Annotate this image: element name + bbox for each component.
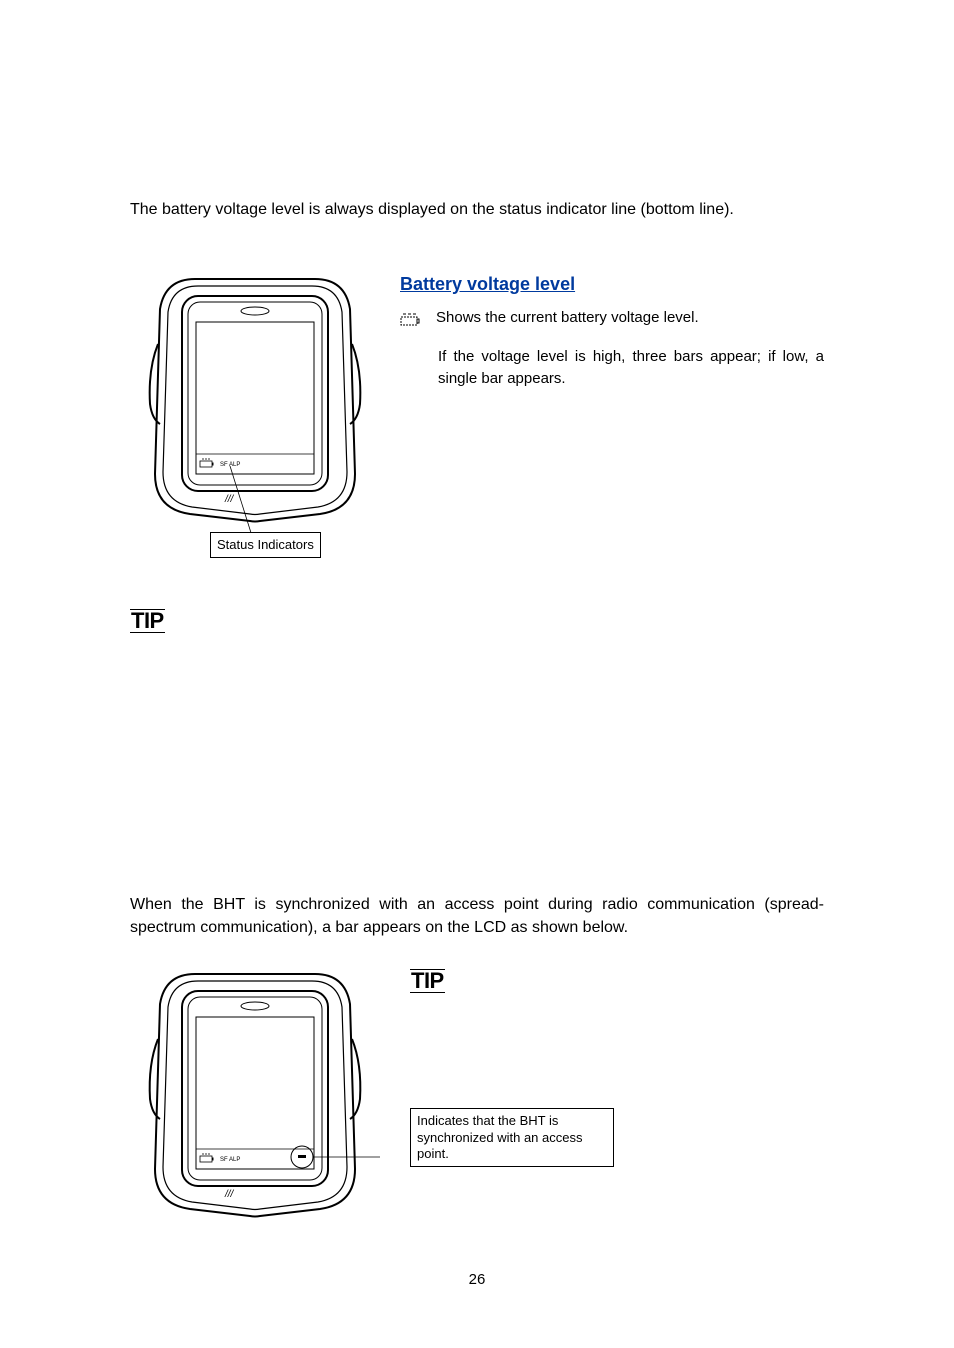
- tip-icon-1: TIP: [130, 609, 165, 633]
- device-figure-1: SF ALP /// Status Indicators: [130, 274, 380, 569]
- page: The battery voltage level is always disp…: [0, 0, 954, 1348]
- section-sync-row: SF ALP /// TIP Indicates that the BHT is…: [130, 969, 824, 1234]
- battery-line1-text: Shows the current battery voltage level.: [436, 309, 699, 326]
- sync-right-column: TIP Indicates that the BHT is synchroniz…: [410, 969, 824, 1167]
- section-battery-row: SF ALP /// Status Indicators Battery vol…: [130, 274, 824, 569]
- heading-battery-voltage: Battery voltage level: [400, 274, 824, 295]
- svg-text:///: ///: [224, 1189, 235, 1200]
- device-svg-1: SF ALP ///: [130, 274, 380, 564]
- svg-text:///: ///: [224, 494, 235, 505]
- callout-status-indicators: Status Indicators: [210, 532, 321, 558]
- device-figure-2: SF ALP ///: [130, 969, 380, 1234]
- sync-intro-paragraph: When the BHT is synchronized with an acc…: [130, 893, 824, 939]
- battery-description-line: Shows the current battery voltage level.: [400, 309, 824, 331]
- page-number: 26: [0, 1271, 954, 1288]
- device-svg-2: SF ALP ///: [130, 969, 380, 1229]
- callout-sync-text: Indicates that the BHT is synchronized w…: [410, 1108, 614, 1167]
- battery-icon: [400, 311, 426, 331]
- battery-text-column: Battery voltage level Shows the current …: [400, 274, 824, 405]
- tip-icon-2: TIP: [410, 969, 445, 993]
- intro-paragraph: The battery voltage level is always disp…: [130, 201, 824, 219]
- battery-line2-text: If the voltage level is high, three bars…: [438, 346, 824, 390]
- status-small-text-2: SF ALP: [220, 1157, 240, 1163]
- tip-block-1: TIP: [130, 609, 824, 633]
